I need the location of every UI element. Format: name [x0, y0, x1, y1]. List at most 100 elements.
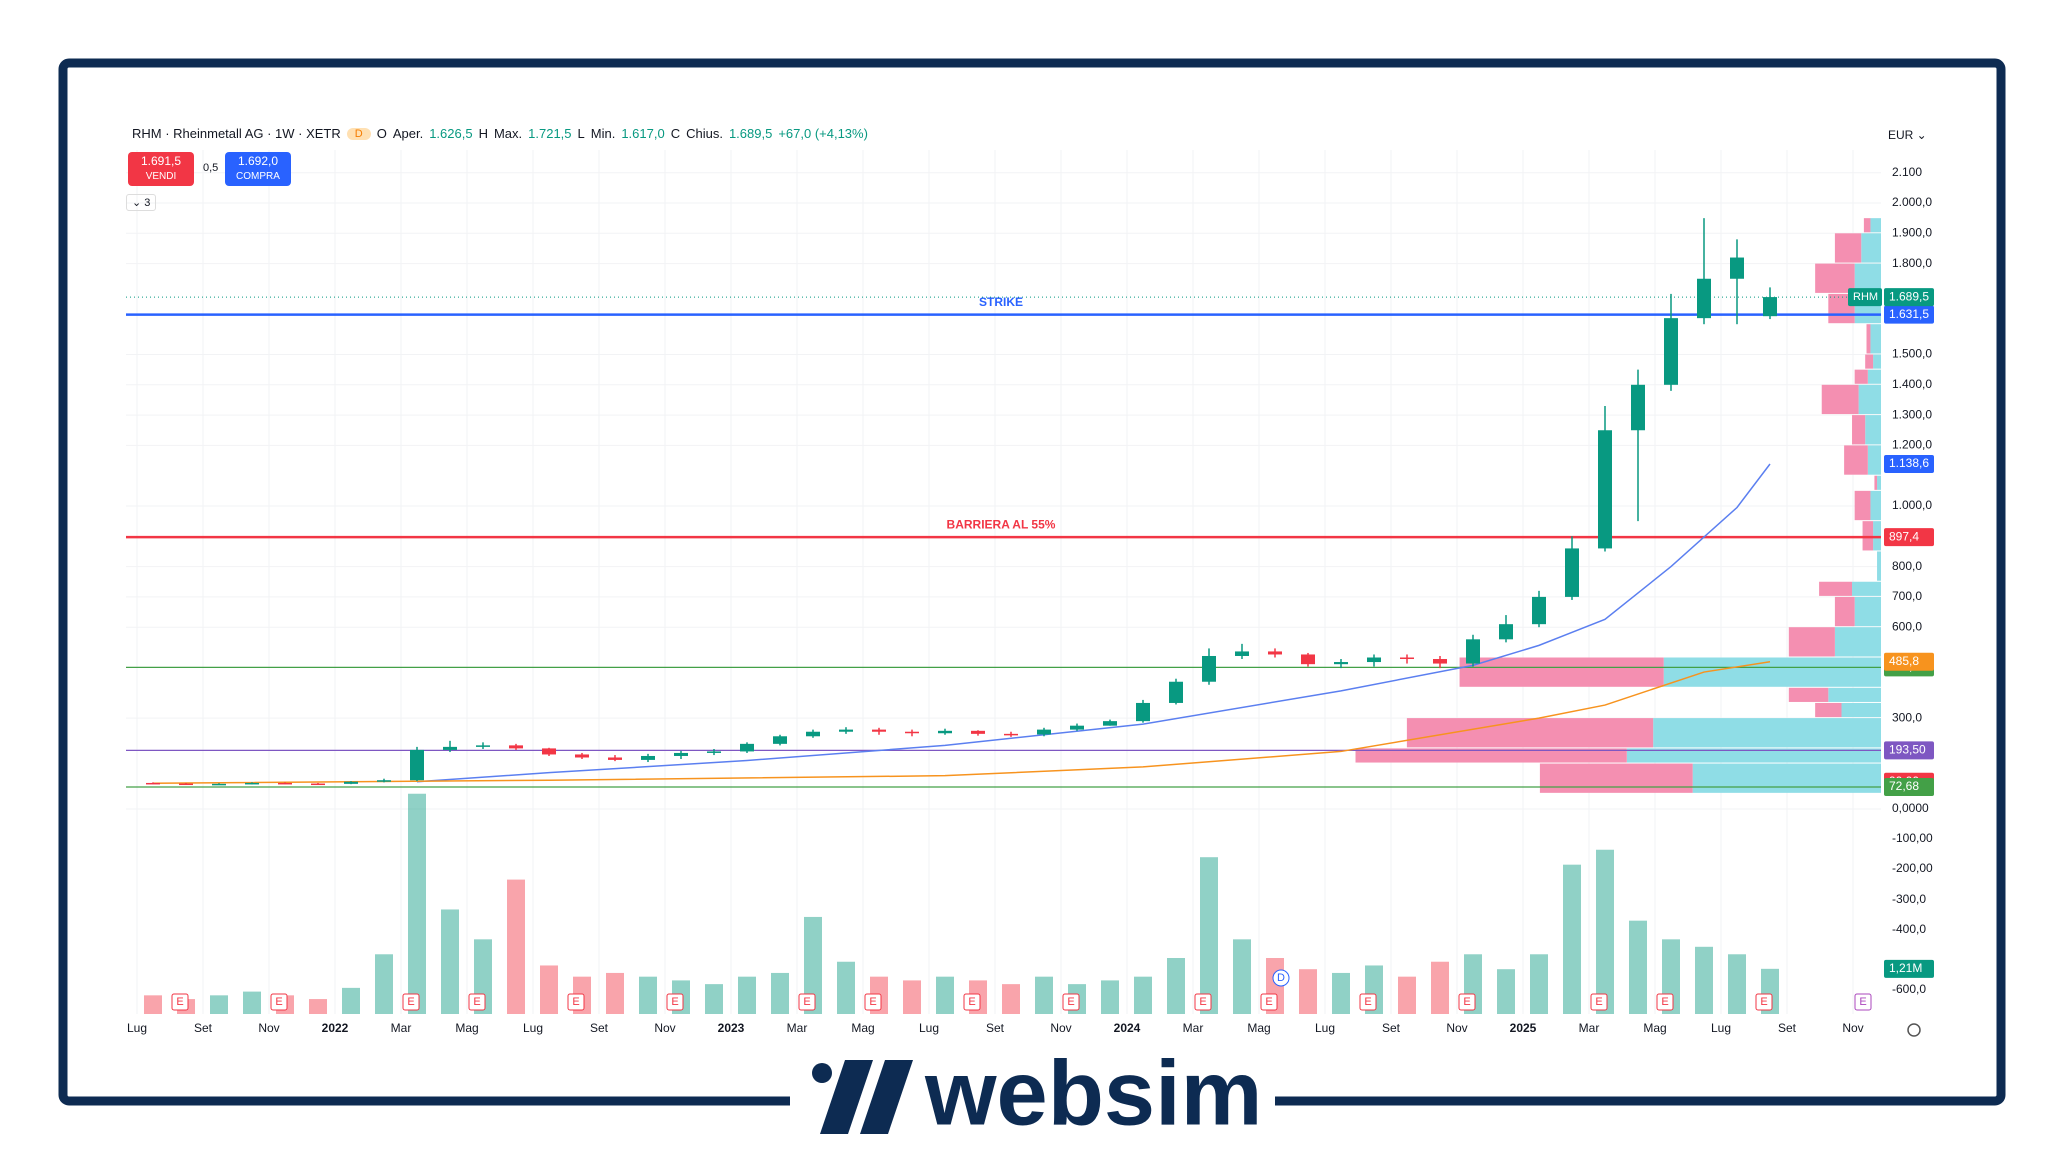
sell-button[interactable]: 1.691,5 VENDI [128, 152, 194, 186]
buy-button[interactable]: 1.692,0 COMPRA [225, 152, 291, 186]
profile-up [1834, 627, 1881, 657]
profile-down [1821, 384, 1859, 415]
x-tick-label: Nov [654, 1021, 675, 1035]
profile-down [1866, 324, 1871, 354]
ohlc-key: H [478, 126, 488, 141]
y-tick-label: 800,0 [1892, 559, 1922, 573]
level-label: 193,50 [1889, 743, 1926, 757]
event-label: E [1067, 996, 1074, 1008]
event-label: E [1199, 996, 1206, 1008]
candle-body [278, 782, 292, 785]
event-badge [1590, 993, 1608, 1011]
volume-bar [837, 961, 855, 1014]
event-label: E [1364, 996, 1371, 1008]
event-label: E [275, 996, 282, 1008]
event-badge [1359, 993, 1377, 1011]
event-label: E [176, 996, 183, 1008]
profile-up [1854, 596, 1881, 627]
candle-body [1004, 733, 1018, 736]
event-badge [1194, 993, 1212, 1011]
x-tick-label: Mag [1643, 1021, 1666, 1035]
candle-body [1202, 655, 1216, 682]
ohlc-key: C [670, 126, 681, 141]
x-tick-label: Lug [1315, 1021, 1335, 1035]
event-badge [468, 993, 486, 1011]
x-tick-label: Mag [455, 1021, 478, 1035]
profile-down [1834, 596, 1855, 627]
volume-bar [1530, 954, 1548, 1014]
profile-up [1870, 490, 1881, 521]
candle-body [806, 731, 820, 737]
settings-icon[interactable] [1907, 1023, 1921, 1037]
level-tag [1884, 741, 1934, 760]
ohlc-key: O [376, 126, 387, 141]
candle-body [773, 736, 787, 744]
candle-body [179, 783, 193, 786]
x-tick-label: 2023 [718, 1021, 745, 1035]
event-badge [864, 993, 882, 1011]
candle-body [971, 730, 985, 734]
candle-body [872, 729, 886, 732]
x-tick-label: Set [1382, 1021, 1401, 1035]
y-tick-label: 1.900,0 [1892, 225, 1932, 239]
profile-down [1788, 627, 1835, 657]
profile-down [1355, 748, 1627, 763]
indicators-toggle[interactable]: ⌄ 3 [126, 194, 157, 211]
profile-up [1867, 445, 1881, 475]
y-tick-label: 1.000,0 [1892, 498, 1932, 512]
event-badge [567, 993, 585, 1011]
candle-body [1565, 548, 1579, 597]
x-tick-label: Lug [1711, 1021, 1731, 1035]
event-label: E [968, 996, 975, 1008]
volume-bar [342, 987, 360, 1014]
moving-average [152, 661, 1771, 784]
chart: 2.100 2.000,0 1.900,0 1.800,0 1.500,0 1.400,0… [126, 150, 1934, 1035]
candle-body [1400, 657, 1414, 660]
spread: 0,5 [203, 162, 219, 174]
volume-bar [1497, 969, 1515, 1014]
volume-label: 1,21M [1889, 961, 1922, 975]
profile-up [1865, 415, 1881, 445]
event-badge [1062, 993, 1080, 1011]
profile-up [1852, 581, 1881, 596]
volume-axis-label: -300,0 [1892, 892, 1926, 906]
profile-up [1626, 748, 1881, 763]
event-label: E [1265, 996, 1272, 1008]
profile-down [1862, 521, 1874, 551]
candle-body [1697, 278, 1711, 319]
x-tick-label: Mag [851, 1021, 874, 1035]
x-tick-label: Lug [919, 1021, 939, 1035]
candle-body [575, 754, 589, 758]
level-label: 72,68 [1889, 779, 1919, 793]
logo-stroke [820, 1060, 873, 1134]
profile-up [1877, 551, 1881, 581]
profile-down [1539, 763, 1693, 793]
volume-bar [804, 916, 822, 1014]
volume-bar [1101, 980, 1119, 1014]
frame [58, 58, 2006, 1106]
volume-bar [705, 984, 723, 1014]
x-tick-label: Mar [1183, 1021, 1204, 1035]
ma-label: 485,8 [1889, 654, 1919, 668]
candle-body [1235, 651, 1249, 656]
event-label: E [803, 996, 810, 1008]
y-tick-label: 1.300,0 [1892, 407, 1932, 421]
x-tick-label: Mar [787, 1021, 808, 1035]
profile-up [1861, 233, 1881, 263]
volume-bar [936, 976, 954, 1014]
currency-label: EUR [1888, 128, 1914, 142]
profile-up [1854, 263, 1881, 293]
level-tag [1884, 305, 1934, 324]
volume-axis-label: -100,00 [1892, 831, 1933, 845]
currency[interactable]: EUR ⌄ [1888, 128, 1927, 142]
profile-up [1692, 763, 1881, 793]
volume-bar [606, 972, 624, 1014]
event-label: E [473, 996, 480, 1008]
profile-down [1819, 581, 1853, 596]
event-badge [1656, 993, 1674, 1011]
profile-up [1663, 657, 1881, 687]
ohlc-name: Max. [493, 126, 523, 141]
candle-body [212, 783, 226, 786]
candle-body [608, 757, 622, 760]
volume-axis-label: -400,0 [1892, 922, 1926, 936]
